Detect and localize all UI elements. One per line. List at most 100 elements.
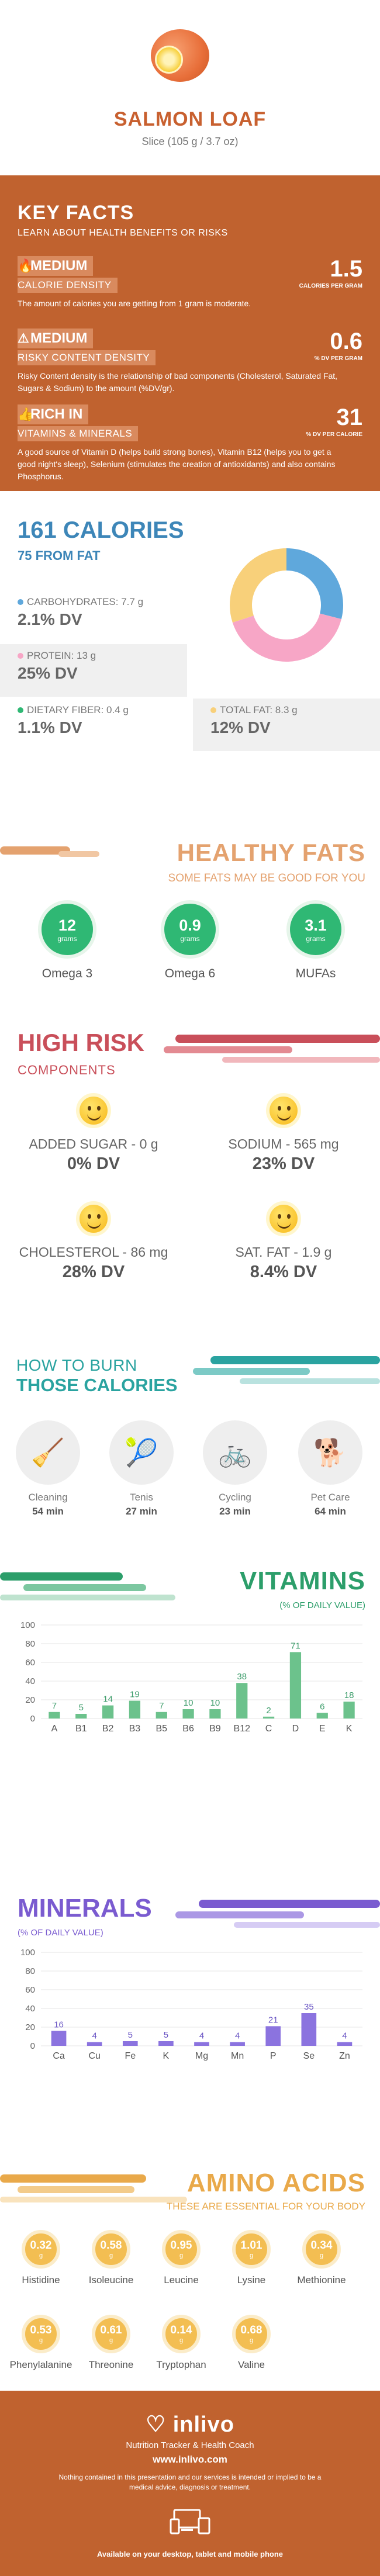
cholesterol-dv: 28% DV [62, 1263, 125, 1281]
x-tick-label: E [319, 1724, 326, 1734]
amino-value: 0.14 [170, 2324, 192, 2336]
bar-D [289, 1652, 302, 1719]
fiber-dot [18, 707, 23, 713]
omega-6-unit: grams [180, 934, 200, 943]
x-tick-label: Se [303, 2051, 315, 2061]
amino-badge: 0.95 g [162, 2230, 201, 2269]
amino-label: Leucine [164, 2274, 199, 2285]
amino-unit: g [249, 2252, 254, 2259]
x-tick-label: B9 [209, 1724, 221, 1734]
amino-item: 0.14 g Tryptophan [149, 2315, 213, 2371]
deco-bar [234, 1922, 380, 1928]
bar-value-label: 35 [304, 2002, 314, 2012]
fiber-stat: DIETARY FIBER: 0.4 g 1.1% DV [0, 699, 187, 751]
carbs-slice [286, 548, 343, 620]
x-tick-label: B2 [102, 1724, 114, 1734]
protein-dot [18, 653, 23, 659]
vitamins-bar-chart: 0 20 40 60 80 100 7 A 5 B1 14 B2 19 B3 7 B5 10 B6 10 B9 38 B1… [20, 1620, 362, 1734]
calories-from-fat: 75 FROM FAT [18, 548, 101, 563]
sat-fat-item: SAT. FAT - 1.9 g 8.4% DV [196, 1201, 371, 1282]
amino-value: 0.95 [170, 2239, 192, 2252]
vitamins-subtitle: (% OF DAILY VALUE) [279, 1600, 365, 1610]
inlivo-logo[interactable]: ♡ inlivo [0, 2411, 380, 2437]
amino-badge: 0.53 g [22, 2315, 60, 2353]
cholesterol-item: CHOLESTEROL - 86 mg 28% DV [6, 1201, 181, 1282]
rich-level-text: RICH IN [30, 406, 83, 422]
amino-badge: 1.01 g [232, 2230, 271, 2269]
burn-title-line1: HOW TO BURN [16, 1356, 137, 1374]
calorie-density-value: 1.5 [330, 256, 362, 282]
amino-value: 0.61 [100, 2324, 122, 2336]
bar-value-label: 4 [199, 2031, 204, 2041]
bar-value-label: 18 [344, 1690, 354, 1700]
bar-K [343, 1702, 355, 1719]
activity-minutes: 64 min [315, 1506, 346, 1517]
rich-in-desc: A good source of Vitamin D (helps build … [18, 447, 336, 481]
footer-url[interactable]: www.inlivo.com [153, 2454, 227, 2465]
x-tick-label: C [265, 1724, 272, 1734]
activity-name: Cycling [219, 1492, 251, 1503]
key-facts-section: KEY FACTS LEARN ABOUT HEALTH BENEFITS OR… [0, 175, 380, 491]
added-sugar-label: ADDED SUGAR - 0 g [29, 1136, 158, 1152]
bar-B2 [102, 1705, 114, 1719]
amino-label: Histidine [22, 2274, 60, 2285]
x-tick-label: P [270, 2051, 277, 2061]
rich-in-fact: 👍RICH IN VITAMINS & MINERALS 31 % DV PER… [18, 404, 362, 483]
activity-minutes: 54 min [32, 1506, 64, 1517]
calories-title: 161 CALORIES [18, 517, 184, 543]
bar-value-label: 5 [164, 2030, 168, 2040]
risky-content-desc: Risky Content density is the relationshi… [18, 371, 338, 393]
deco-bar [193, 1368, 310, 1375]
healthy-fats-section: HEALTHY FATS SOME FATS MAY BE GOOD FOR Y… [0, 830, 380, 1023]
deco-bar [210, 1356, 380, 1364]
burn-title-line2: THOSE CALORIES [16, 1375, 178, 1395]
deco-bar [0, 2174, 146, 2183]
bar-Cu [87, 2042, 102, 2046]
bar-value-label: 71 [291, 1641, 300, 1651]
mufas-badge: 3.1 grams [286, 900, 345, 959]
heart-icon: ♡ [146, 2412, 173, 2437]
logo-text: inlivo [172, 2412, 234, 2437]
protein-dv: 25% DV [18, 664, 78, 682]
x-tick-label: B6 [182, 1724, 194, 1734]
key-facts-subtitle: LEARN ABOUT HEALTH BENEFITS OR RISKS [18, 228, 228, 238]
calorie-density-unit: CALORIES PER GRAM [299, 283, 362, 289]
amino-item: 0.61 g Threonine [79, 2315, 143, 2371]
x-tick-label: K [163, 2051, 170, 2061]
calorie-density-fact: 🔥MEDIUM CALORIE DENSITY 1.5 CALORIES PER… [18, 256, 362, 310]
x-tick-label: Ca [53, 2051, 65, 2061]
amino-label: Threonine [88, 2359, 134, 2370]
x-tick-label: A [51, 1724, 58, 1734]
fat-stat: TOTAL FAT: 8.3 g 12% DV [193, 699, 380, 751]
calories-section: 161 CALORIES 75 FROM FAT CARBOHYDRATES: … [0, 491, 380, 830]
deco-bar [175, 1035, 380, 1043]
minerals-section: MINERALS (% OF DAILY VALUE) 0 20 40 60 80 100… [0, 1894, 380, 2169]
amino-label: Lysine [237, 2274, 266, 2285]
activity-minutes: 27 min [126, 1506, 157, 1517]
minerals-subtitle: (% OF DAILY VALUE) [18, 1928, 103, 1938]
bar-A [49, 1711, 60, 1719]
amino-label: Isoleucine [88, 2274, 134, 2285]
y-tick-label: 40 [25, 1676, 35, 1686]
y-tick-label: 100 [20, 1620, 35, 1630]
rich-in-unit: % DV PER CALORIE [306, 431, 362, 438]
calorie-density-desc: The amount of calories you are getting f… [18, 299, 251, 308]
bar-Mg [194, 2042, 209, 2046]
protein-slice [232, 613, 341, 662]
food-title: SALMON LOAF [113, 108, 267, 130]
bar-K [158, 2041, 174, 2046]
amino-value: 0.68 [240, 2324, 262, 2336]
smiley-icon [266, 1201, 301, 1236]
calorie-density-level: 🔥MEDIUM [18, 256, 94, 276]
amino-label: Valine [238, 2359, 265, 2370]
amino-badge: 0.32 g [22, 2230, 60, 2269]
amino-item: 0.34 g Methionine [289, 2230, 354, 2286]
lemon-icon [155, 46, 183, 74]
amino-item: 0.32 g Histidine [9, 2230, 73, 2286]
rich-in-level: 👍RICH IN [18, 404, 89, 424]
amino-badge: 0.14 g [162, 2315, 201, 2353]
x-tick-label: Zn [339, 2051, 350, 2061]
x-tick-label: Mg [195, 2051, 208, 2061]
fat-slice [230, 548, 287, 623]
